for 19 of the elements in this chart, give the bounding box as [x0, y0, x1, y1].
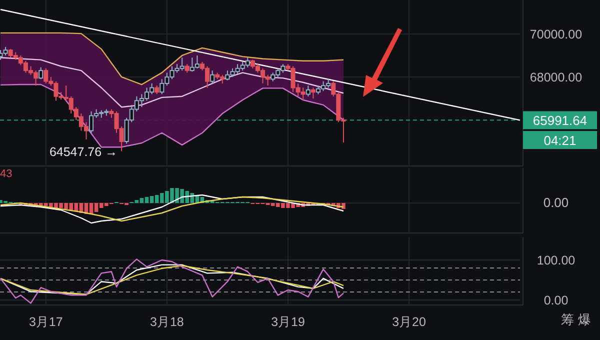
- x-tick-label: 3月20: [392, 315, 426, 329]
- y-tick-label: 0.00: [544, 294, 568, 308]
- text: 04:21: [544, 133, 576, 148]
- y-tick-label: 68000.00: [530, 70, 582, 84]
- line-series: [0, 84, 344, 148]
- candlestick: [310, 87, 316, 99]
- text: 筹 爆: [561, 312, 591, 327]
- y-tick-label: 100.00: [536, 254, 576, 268]
- ref-line-label: 65991.64: [532, 113, 588, 128]
- x-tick-label: 3月19: [271, 315, 305, 329]
- annotation: 64547.76 →: [49, 145, 118, 160]
- candlestick: [38, 66, 44, 80]
- candlestick: [306, 85, 310, 97]
- x-tick-label: 3月18: [150, 315, 184, 329]
- y-tick-label: 70000.00: [530, 27, 582, 42]
- line-series: [0, 32, 344, 86]
- candlestick: [210, 70, 215, 84]
- x-tick-label: 3月17: [28, 315, 63, 329]
- text: 43: [0, 168, 12, 180]
